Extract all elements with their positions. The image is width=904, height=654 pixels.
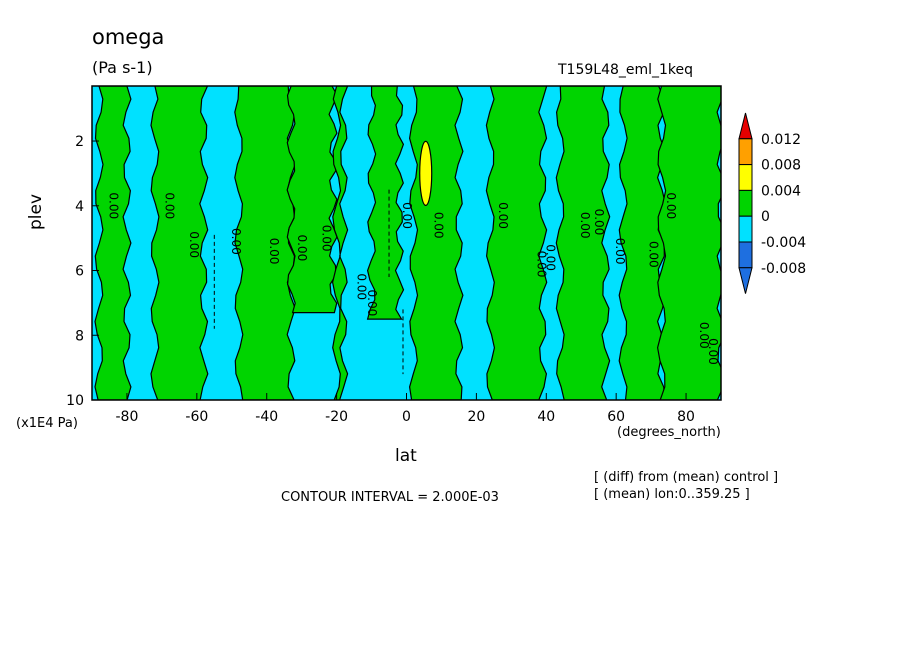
positive-region [408,86,464,400]
x-axis-ticks: -80 -60 -40 -20 0 20 40 60 80 [116,393,695,425]
run-name: T159L48_eml_1keq [558,62,694,78]
maximum-regions [419,140,433,207]
contour-label: 0.00 [320,225,334,252]
positive-region [94,86,132,400]
positive-region [555,86,611,400]
colorbar-label: -0.004 [761,235,806,251]
contour-label: 0.00 [431,212,445,239]
y-tick-label: 8 [75,328,84,344]
colorbar-swatch [738,241,753,269]
colorbar-label: 0.008 [761,158,801,174]
contour-label: 0.00 [355,273,369,300]
x-tick-label: -40 [255,409,278,425]
positive-region [150,86,209,400]
y-tick-label: 4 [75,199,84,215]
y-axis-units: (x1E4 Pa) [16,416,78,431]
contour-label: 0.00 [162,192,176,219]
positive-region [485,86,548,400]
positive-region [656,86,721,400]
colorbar-label: -0.008 [761,261,806,277]
contour-label: 0.00 [697,322,711,349]
positive-region [366,86,405,320]
y-tick-label: 6 [75,264,84,280]
x-tick-label: 40 [537,409,555,425]
colorbar-label: 0 [761,209,770,225]
contour-label: 0.00 [229,228,243,255]
x-axis-units: (degrees_north) [617,425,721,440]
y-axis-ticks: 2 4 6 8 10 [66,134,99,409]
colorbar-swatch [738,164,753,191]
positive-region [286,86,338,314]
maximum-region [419,140,433,207]
colorbar-label: 0.012 [761,132,801,148]
x-axis-title: lat [395,446,417,466]
chart-units: (Pa s-1) [92,58,153,77]
y-tick-label: 10 [66,393,84,409]
colorbar-arrow-top [738,112,753,140]
contour-label: 0.00 [613,238,627,265]
contour-label: 0.00 [578,212,592,239]
x-tick-label: 80 [677,409,695,425]
mean-note: [ (mean) lon:0..359.25 ] [594,487,750,502]
diff-note: [ (diff) from (mean) control ] [594,470,779,485]
x-tick-label: 60 [607,409,625,425]
x-tick-label: 20 [467,409,485,425]
colorbar-swatch [738,215,753,243]
contour-label: 0.00 [267,238,281,265]
contour-label: 0.00 [535,251,549,278]
colorbar-swatch [738,189,753,217]
contour-label: 0.00 [187,231,201,258]
contour-label: 0.00 [295,234,309,261]
contour-label: 0.00 [646,241,660,268]
positive-region [234,86,296,400]
contour-label: 0.00 [496,202,510,229]
colorbar-swatch [738,138,753,166]
positive-region [618,86,667,400]
contour-label: 0.00 [400,202,414,229]
x-tick-label: 0 [402,409,411,425]
colorbar: 0.012 0.008 0.004 0 -0.004 -0.008 [738,112,806,294]
positive-region [331,86,349,400]
negative-contours [213,189,404,375]
colorbar-label: 0.004 [761,183,801,199]
contour-label: 0.00 [592,209,606,236]
contour-labels: 0.00 0.000.00 0.00 0.00 0.00 0.000.000.000.00… [106,192,719,364]
y-tick-label: 2 [75,134,84,150]
contour-label: 0.00 [106,192,120,219]
contour-label: 0.00 [706,338,720,365]
colorbar-arrow-bottom [738,267,753,294]
contour-label: 0.00 [365,290,379,317]
x-tick-label: -20 [325,409,348,425]
x-tick-label: -60 [185,409,208,425]
y-axis-title: plev [26,193,46,230]
contour-label: 0.00 [664,192,678,219]
x-tick-label: -80 [116,409,139,425]
chart-title: omega [92,25,165,49]
contour-interval: CONTOUR INTERVAL = 2.000E-03 [281,490,499,505]
contour-label: 0.00 [543,244,557,271]
